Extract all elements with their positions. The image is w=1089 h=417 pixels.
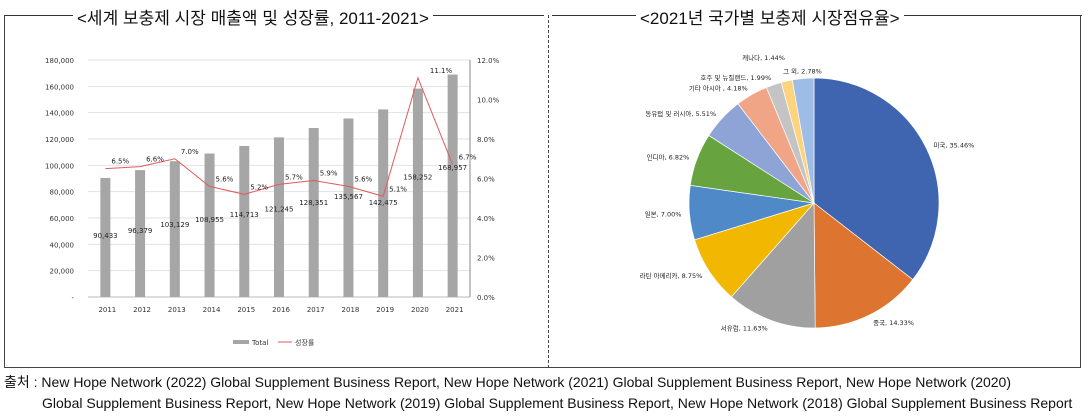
bar bbox=[169, 161, 180, 297]
source-line-1: 출처 : New Hope Network (2022) Global Supp… bbox=[4, 374, 1012, 390]
right-panel bbox=[548, 15, 1081, 368]
growth-line bbox=[105, 76, 454, 197]
pie-data-label: 기타 아시아 , 4.18% bbox=[689, 84, 748, 93]
x-tick-label: 2017 bbox=[307, 306, 325, 314]
bar-data-label: 114,713 bbox=[230, 211, 259, 219]
bar bbox=[274, 137, 284, 297]
legend-label-total: Total bbox=[251, 339, 268, 347]
pie-data-label: 중국, 14.33% bbox=[873, 319, 914, 327]
left-panel bbox=[4, 15, 549, 368]
pie-slice bbox=[813, 202, 914, 329]
y-tick-label: - bbox=[71, 294, 74, 302]
bar bbox=[100, 177, 111, 297]
bar-data-label: 108,955 bbox=[195, 216, 224, 224]
x-tick-label: 2015 bbox=[237, 306, 255, 314]
bar bbox=[447, 74, 458, 297]
source-note: 출처 : New Hope Network (2022) Global Supp… bbox=[4, 372, 1082, 414]
line-data-label: 11.1% bbox=[430, 67, 453, 75]
charts-svg: - 20,000 40,000 60,000 80,000 100,000 120,000 1… bbox=[45, 53, 974, 347]
y-tick-label: 120,000 bbox=[45, 136, 74, 144]
x-tick-label: 2011 bbox=[98, 306, 116, 314]
y-tick-label: 140,000 bbox=[45, 110, 74, 118]
line-data-label: 5.6% bbox=[216, 175, 234, 183]
bar-data-label: 135,567 bbox=[334, 193, 363, 201]
y2-tick-label: 8.0% bbox=[477, 136, 495, 144]
y2-tick-label: 10.0% bbox=[477, 97, 500, 105]
pie-data-label: 캐나다, 1.44% bbox=[742, 53, 785, 62]
y2-tick-label: 4.0% bbox=[477, 215, 495, 223]
bar bbox=[239, 145, 250, 297]
line-data-label: 7.0% bbox=[181, 148, 199, 156]
x-tick-label: 2018 bbox=[342, 306, 360, 314]
bar-data-label: 90,433 bbox=[93, 232, 118, 240]
y-tick-label: 20,000 bbox=[50, 268, 75, 276]
legend-swatch-total bbox=[233, 340, 249, 344]
bar bbox=[308, 128, 319, 297]
bar-data-label: 96,379 bbox=[128, 227, 153, 235]
pie-data-label: 인디아, 6.82% bbox=[647, 153, 690, 162]
line-data-label: 5.6% bbox=[354, 175, 372, 183]
bar-data-label: 168,957 bbox=[438, 164, 467, 172]
pie-data-label: 일본, 7.00% bbox=[645, 209, 682, 218]
y-tick-label: 100,000 bbox=[45, 162, 74, 170]
line-data-label: 5.2% bbox=[250, 183, 268, 191]
left-chart-title: <세계 보충제 시장 매출액 및 성장률, 2011-2021> bbox=[73, 4, 433, 29]
pie-data-label: 미국, 35.46% bbox=[933, 140, 974, 149]
x-tick-label: 2021 bbox=[446, 306, 464, 314]
y2-tick-label: 0.0% bbox=[477, 294, 495, 302]
line-data-label: 6.5% bbox=[111, 158, 129, 166]
right-chart-title: <2021년 국가별 보충제 시장점유율> bbox=[636, 4, 904, 29]
y-tick-label: 60,000 bbox=[50, 215, 75, 223]
x-tick-label: 2020 bbox=[411, 306, 429, 314]
y2-tick-label: 6.0% bbox=[477, 176, 495, 184]
bar-data-label: 128,351 bbox=[299, 199, 328, 207]
pie-slice bbox=[791, 77, 815, 204]
pie-data-label: 호주 및 뉴질랜드, 1.99% bbox=[700, 73, 771, 82]
bar bbox=[378, 109, 389, 297]
line-data-label: 5.9% bbox=[320, 169, 338, 177]
pie-data-label: 라틴 아메리카, 8.75% bbox=[640, 271, 703, 280]
bar-data-label: 121,245 bbox=[265, 205, 294, 213]
pie-slice bbox=[813, 77, 940, 281]
y-tick-label: 80,000 bbox=[50, 189, 75, 197]
bar-data-label: 158,252 bbox=[403, 173, 432, 181]
x-tick-label: 2014 bbox=[203, 306, 221, 314]
bar bbox=[135, 170, 146, 297]
y-tick-label: 160,000 bbox=[45, 83, 74, 91]
y2-tick-label: 2.0% bbox=[477, 255, 495, 263]
pie-slice bbox=[730, 202, 816, 329]
source-line-2: Global Supplement Business Report, New H… bbox=[42, 395, 1073, 411]
pie-data-label: 동유럽 및 러시아, 5.51% bbox=[645, 109, 716, 118]
line-data-label: 5.1% bbox=[389, 185, 407, 193]
pie-data-label: 서유럽, 11.63% bbox=[721, 324, 768, 333]
line-data-label: 6.7% bbox=[459, 154, 477, 162]
x-tick-label: 2019 bbox=[376, 306, 394, 314]
legend-label-growth: 성장률 bbox=[295, 338, 315, 347]
bar-data-label: 103,129 bbox=[160, 221, 189, 229]
y2-tick-label: 12.0% bbox=[477, 57, 500, 65]
y-tick-label: 180,000 bbox=[45, 57, 74, 65]
bar-data-label: 142,475 bbox=[369, 199, 398, 207]
x-tick-label: 2013 bbox=[168, 306, 186, 314]
y-tick-label: 40,000 bbox=[50, 241, 75, 249]
line-data-label: 6.6% bbox=[146, 156, 164, 164]
bar bbox=[204, 153, 215, 297]
bar bbox=[412, 88, 423, 298]
bar bbox=[343, 118, 354, 297]
pie-data-label: 그 외, 2.78% bbox=[783, 68, 822, 76]
x-tick-label: 2016 bbox=[272, 306, 290, 314]
line-data-label: 5.7% bbox=[285, 173, 303, 181]
x-tick-label: 2012 bbox=[133, 306, 151, 314]
